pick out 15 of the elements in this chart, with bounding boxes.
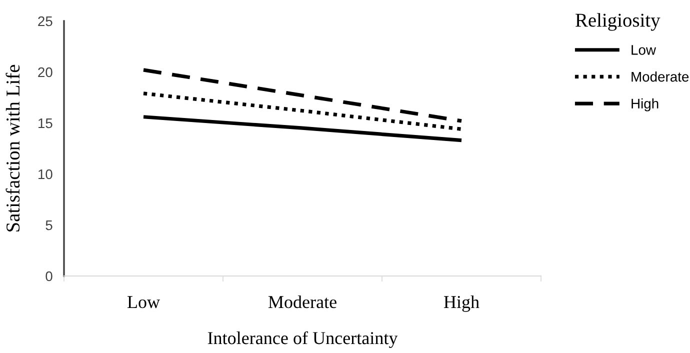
x-tick-label: Moderate: [268, 295, 336, 308]
y-tick-label: 0: [46, 271, 52, 282]
x-tick-label: High: [444, 295, 480, 312]
legend-label: Moderate: [632, 72, 689, 82]
legend-label: Low: [632, 45, 656, 55]
y-tick-label: 20: [38, 67, 52, 78]
y-tick-label: 5: [46, 220, 52, 230]
legend-label: High: [632, 98, 658, 112]
y-tick-label: 10: [38, 169, 52, 180]
y-axis-title: Satisfaction with Life: [6, 64, 20, 232]
x-tick-label: Low: [127, 296, 160, 308]
x-axis-title: Intolerance of Uncertainty: [208, 331, 398, 348]
y-tick-label: 15: [38, 118, 52, 128]
legend-title: Religiosity: [576, 13, 660, 31]
y-tick-label: 25: [38, 16, 52, 26]
